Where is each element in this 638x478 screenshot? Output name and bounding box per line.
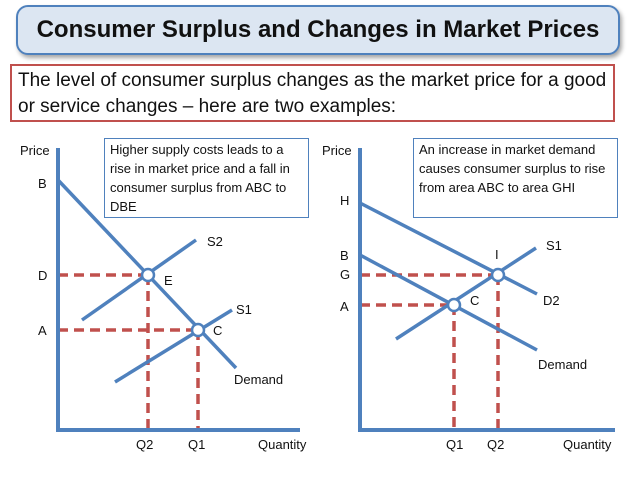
left-axis-y-label: Price (20, 143, 50, 158)
right-label-b: B (340, 248, 349, 263)
left-explanation-note: Higher supply costs leads to a rise in m… (104, 138, 309, 218)
right-demand-curve-d2 (359, 201, 538, 296)
right-axis-x-label: Quantity (563, 437, 612, 452)
left-point-c (190, 322, 206, 338)
right-explanation-note: An increase in market demand causes cons… (413, 138, 618, 218)
right-label-d2: D2 (543, 293, 560, 308)
right-label-a: A (340, 299, 349, 314)
right-label-c: C (470, 293, 479, 308)
right-diagram: Price Quantity H B G A I C S1 D2 Demand … (322, 143, 615, 452)
right-label-s1: S1 (546, 238, 562, 253)
right-point-c (446, 297, 462, 313)
left-label-s2: S2 (207, 234, 223, 249)
intro-text: The level of consumer surplus changes as… (10, 64, 615, 122)
right-point-i (490, 267, 506, 283)
right-label-g: G (340, 267, 350, 282)
right-supply-curve-s1 (395, 246, 537, 341)
right-label-q1: Q1 (446, 437, 463, 452)
left-label-e: E (164, 273, 173, 288)
left-label-d: D (38, 268, 47, 283)
title-banner: Consumer Surplus and Changes in Market P… (16, 5, 620, 55)
left-label-demand: Demand (234, 372, 283, 387)
left-supply-curve-s1 (114, 308, 233, 384)
left-label-q1: Q1 (188, 437, 205, 452)
left-label-b: B (38, 176, 47, 191)
right-axis-y-label: Price (322, 143, 352, 158)
left-point-e (140, 267, 156, 283)
left-supply-curve-s2 (80, 238, 198, 322)
left-label-q2: Q2 (136, 437, 153, 452)
right-label-q2: Q2 (487, 437, 504, 452)
right-label-h: H (340, 193, 349, 208)
left-label-c: C (213, 323, 222, 338)
left-label-a: A (38, 323, 47, 338)
left-label-s1: S1 (236, 302, 252, 317)
right-label-i: I (495, 247, 499, 262)
right-label-demand: Demand (538, 357, 587, 372)
left-diagram: Price Quantity B D A E C S2 S1 Demand Q2… (20, 143, 307, 452)
page-title: Consumer Surplus and Changes in Market P… (36, 16, 600, 43)
left-axis-x-label: Quantity (258, 437, 307, 452)
